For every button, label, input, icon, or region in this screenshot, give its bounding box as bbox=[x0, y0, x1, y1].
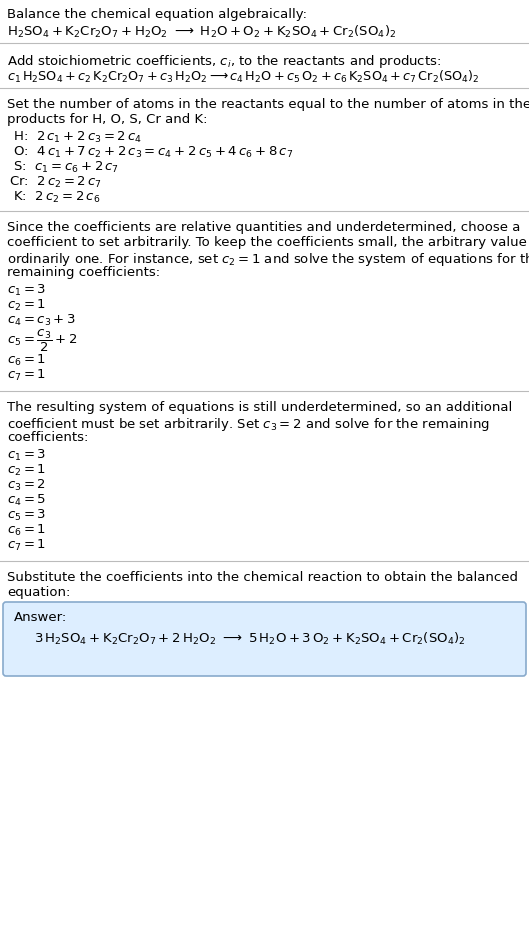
FancyBboxPatch shape bbox=[3, 602, 526, 676]
Text: $3\,\mathrm{H_2SO_4} + \mathrm{K_2Cr_2O_7} + 2\,\mathrm{H_2O_2}\ \longrightarrow: $3\,\mathrm{H_2SO_4} + \mathrm{K_2Cr_2O_… bbox=[34, 631, 466, 647]
Text: equation:: equation: bbox=[7, 586, 70, 599]
Text: $c_1 = 3$: $c_1 = 3$ bbox=[7, 448, 46, 463]
Text: $c_4 = c_3 + 3$: $c_4 = c_3 + 3$ bbox=[7, 313, 76, 328]
Text: Set the number of atoms in the reactants equal to the number of atoms in the: Set the number of atoms in the reactants… bbox=[7, 98, 529, 111]
Text: remaining coefficients:: remaining coefficients: bbox=[7, 266, 160, 279]
Text: Substitute the coefficients into the chemical reaction to obtain the balanced: Substitute the coefficients into the che… bbox=[7, 571, 518, 584]
Text: $c_2 = 1$: $c_2 = 1$ bbox=[7, 298, 46, 313]
Text: coefficient to set arbitrarily. To keep the coefficients small, the arbitrary va: coefficient to set arbitrarily. To keep … bbox=[7, 236, 529, 249]
Text: $c_5 = 3$: $c_5 = 3$ bbox=[7, 508, 46, 523]
Text: $c_6 = 1$: $c_6 = 1$ bbox=[7, 353, 46, 368]
Text: $c_5 = \dfrac{c_3}{2} + 2$: $c_5 = \dfrac{c_3}{2} + 2$ bbox=[7, 328, 77, 354]
Text: O:  $4\,c_1 + 7\,c_2 + 2\,c_3 = c_4 + 2\,c_5 + 4\,c_6 + 8\,c_7$: O: $4\,c_1 + 7\,c_2 + 2\,c_3 = c_4 + 2\,… bbox=[9, 145, 293, 160]
Text: $c_7 = 1$: $c_7 = 1$ bbox=[7, 368, 46, 383]
Text: The resulting system of equations is still underdetermined, so an additional: The resulting system of equations is sti… bbox=[7, 401, 512, 414]
Text: Add stoichiometric coefficients, $c_i$, to the reactants and products:: Add stoichiometric coefficients, $c_i$, … bbox=[7, 53, 441, 70]
Text: K:  $2\,c_2 = 2\,c_6$: K: $2\,c_2 = 2\,c_6$ bbox=[9, 190, 101, 205]
Text: $c_6 = 1$: $c_6 = 1$ bbox=[7, 523, 46, 538]
Text: $c_4 = 5$: $c_4 = 5$ bbox=[7, 493, 46, 508]
Text: products for H, O, S, Cr and K:: products for H, O, S, Cr and K: bbox=[7, 113, 207, 126]
Text: Answer:: Answer: bbox=[14, 611, 67, 624]
Text: $c_1\,\mathrm{H_2SO_4} + c_2\,\mathrm{K_2Cr_2O_7} + c_3\,\mathrm{H_2O_2} \longri: $c_1\,\mathrm{H_2SO_4} + c_2\,\mathrm{K_… bbox=[7, 69, 479, 85]
Text: ordinarily one. For instance, set $c_2 = 1$ and solve the system of equations fo: ordinarily one. For instance, set $c_2 =… bbox=[7, 251, 529, 268]
Text: $\mathrm{H_2SO_4 + K_2Cr_2O_7 + H_2O_2}\ \longrightarrow\ \mathrm{H_2O + O_2 + K: $\mathrm{H_2SO_4 + K_2Cr_2O_7 + H_2O_2}\… bbox=[7, 24, 396, 40]
Text: $c_1 = 3$: $c_1 = 3$ bbox=[7, 283, 46, 298]
Text: $c_7 = 1$: $c_7 = 1$ bbox=[7, 538, 46, 553]
Text: coefficient must be set arbitrarily. Set $c_3 = 2$ and solve for the remaining: coefficient must be set arbitrarily. Set… bbox=[7, 416, 490, 433]
Text: Since the coefficients are relative quantities and underdetermined, choose a: Since the coefficients are relative quan… bbox=[7, 221, 521, 234]
Text: Cr:  $2\,c_2 = 2\,c_7$: Cr: $2\,c_2 = 2\,c_7$ bbox=[9, 175, 102, 191]
Text: coefficients:: coefficients: bbox=[7, 431, 88, 444]
Text: $c_3 = 2$: $c_3 = 2$ bbox=[7, 478, 46, 493]
Text: Balance the chemical equation algebraically:: Balance the chemical equation algebraica… bbox=[7, 8, 307, 21]
Text: S:  $c_1 = c_6 + 2\,c_7$: S: $c_1 = c_6 + 2\,c_7$ bbox=[9, 160, 119, 175]
Text: $c_2 = 1$: $c_2 = 1$ bbox=[7, 463, 46, 478]
Text: H:  $2\,c_1 + 2\,c_3 = 2\,c_4$: H: $2\,c_1 + 2\,c_3 = 2\,c_4$ bbox=[9, 130, 142, 145]
